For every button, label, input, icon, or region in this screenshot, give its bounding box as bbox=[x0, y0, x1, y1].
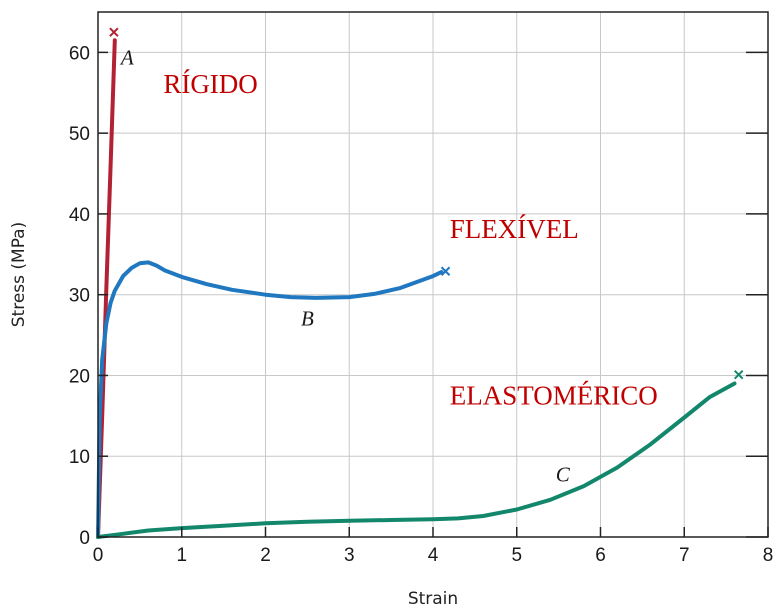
x-tick-label: 5 bbox=[511, 545, 522, 566]
x-tick-label: 4 bbox=[428, 545, 439, 566]
annotation-label: FLEXÍVEL bbox=[450, 214, 579, 244]
y-tick-label: 40 bbox=[69, 205, 90, 226]
failure-markers bbox=[109, 27, 744, 380]
y-tick-labels: 0 10 20 30 40 50 60 bbox=[69, 43, 90, 549]
tick-marks bbox=[97, 51, 769, 538]
y-tick-label: 0 bbox=[79, 528, 90, 549]
series-c-failure-marker bbox=[733, 369, 744, 380]
x-tick-label: 6 bbox=[595, 545, 606, 566]
x-tick-label: 8 bbox=[763, 545, 774, 566]
y-tick-label: 10 bbox=[69, 447, 90, 468]
x-tick-label: 3 bbox=[344, 545, 355, 566]
annotations: RÍGIDO FLEXÍVEL ELASTOMÉRICO bbox=[163, 69, 657, 411]
curve-label-c: C bbox=[556, 462, 571, 486]
series-b-line bbox=[96, 260, 444, 539]
curves bbox=[96, 38, 737, 539]
annotation-label: RÍGIDO bbox=[163, 69, 258, 99]
y-axis-title: Stress (MPa) bbox=[9, 222, 29, 328]
curve-label-b: B bbox=[301, 306, 314, 330]
series-c-line bbox=[96, 381, 737, 539]
y-tick-label: 20 bbox=[69, 366, 90, 387]
x-tick-label: 7 bbox=[679, 545, 690, 566]
y-tick-label: 30 bbox=[69, 286, 90, 307]
x-tick-label: 2 bbox=[260, 545, 271, 566]
y-tick-label: 60 bbox=[69, 43, 90, 64]
annotation-label: ELASTOMÉRICO bbox=[450, 381, 658, 411]
x-axis-title: Strain bbox=[408, 589, 458, 609]
series-a-failure-marker bbox=[109, 27, 119, 37]
grid bbox=[98, 12, 768, 537]
curve-labels: A B C bbox=[119, 46, 571, 487]
x-tick-label: 1 bbox=[176, 545, 187, 566]
curve-label-a: A bbox=[119, 46, 134, 70]
x-tick-label: 0 bbox=[93, 545, 104, 566]
series-b-failure-marker bbox=[440, 266, 451, 276]
x-tick-labels: 0 1 2 3 4 5 6 7 8 bbox=[93, 545, 774, 566]
y-tick-label: 50 bbox=[69, 124, 90, 145]
